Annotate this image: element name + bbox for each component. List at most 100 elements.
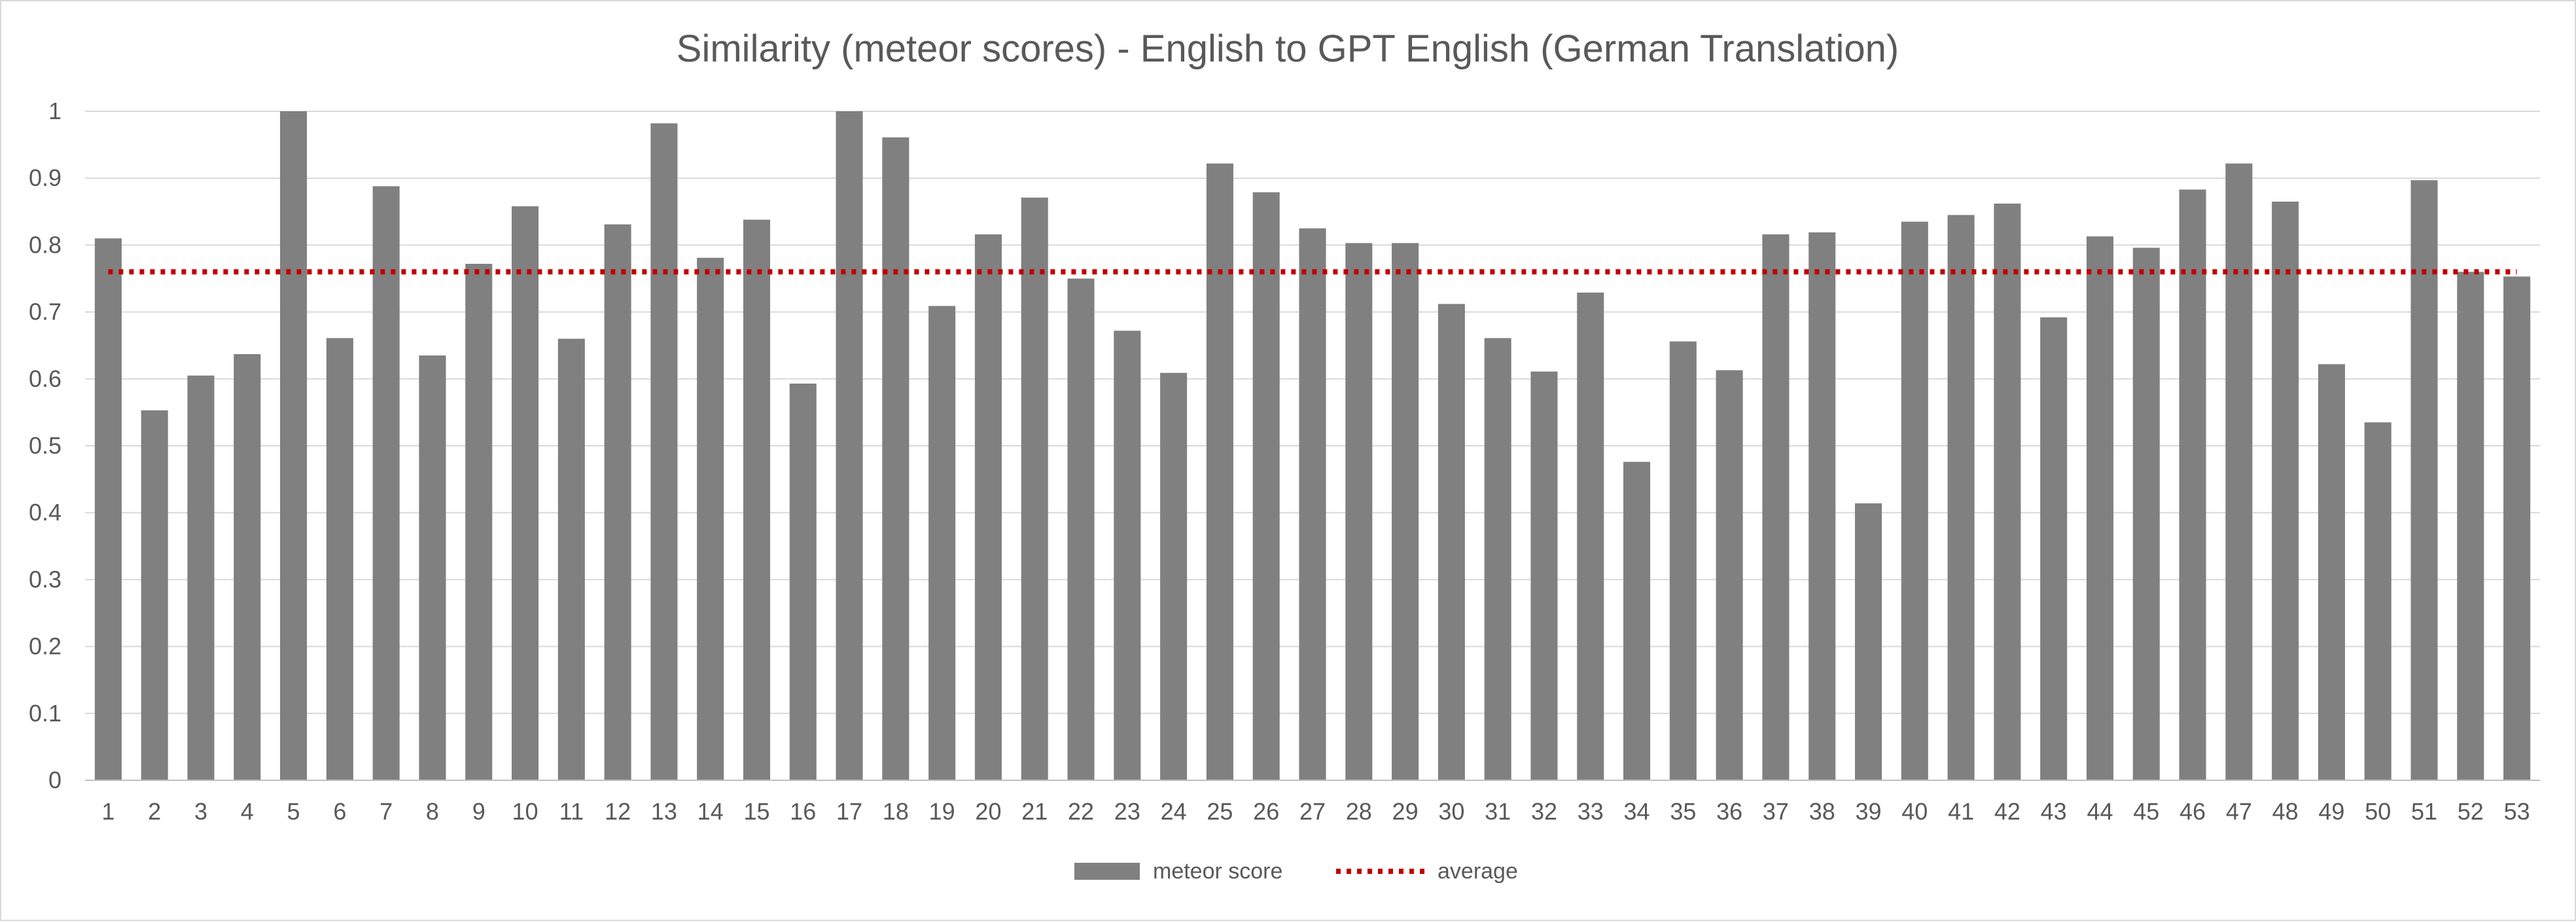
x-tick-label: 27 [1299, 798, 1326, 825]
x-tick-label: 42 [1994, 798, 2020, 825]
y-tick-label: 0.9 [29, 164, 62, 191]
bar-13 [650, 123, 678, 780]
bar-35 [1669, 341, 1697, 780]
x-tick-label: 7 [379, 798, 393, 825]
x-tick-label: 9 [472, 798, 485, 825]
x-tick-label: 19 [929, 798, 955, 825]
x-tick-label: 14 [697, 798, 724, 825]
x-tick-label: 51 [2411, 798, 2437, 825]
bar-43 [2040, 317, 2068, 780]
x-tick-label: 12 [605, 798, 631, 825]
bar-17 [836, 111, 863, 780]
x-tick-label: 4 [241, 798, 254, 825]
bar-1 [94, 238, 122, 780]
bar-53 [2503, 276, 2531, 781]
bar-40 [1901, 221, 1928, 780]
bar-24 [1160, 372, 1188, 780]
x-tick-label: 53 [2504, 798, 2530, 825]
x-tick-label: 11 [559, 798, 584, 825]
bar-21 [1021, 197, 1048, 780]
chart-title: Similarity (meteor scores) - English to … [677, 27, 1899, 70]
y-tick-label: 0.7 [29, 299, 62, 325]
bar-51 [2410, 180, 2438, 780]
x-tick-label: 15 [743, 798, 769, 825]
bar-20 [974, 234, 1002, 781]
bar-52 [2457, 272, 2484, 780]
bar-25 [1206, 163, 1233, 780]
y-tick-label: 0.3 [29, 566, 62, 592]
x-tick-label: 8 [426, 798, 439, 825]
bar-27 [1299, 228, 1326, 781]
x-tick-label: 40 [1901, 798, 1928, 825]
x-tick-label: 49 [2318, 798, 2344, 825]
bar-46 [2179, 189, 2206, 781]
bar-37 [1762, 234, 1790, 781]
x-tick-label: 20 [975, 798, 1001, 825]
bar-28 [1345, 243, 1373, 781]
y-tick-label: 0.6 [29, 365, 62, 392]
x-tick-label: 36 [1716, 798, 1742, 825]
bar-39 [1854, 503, 1882, 780]
x-tick-label: 23 [1114, 798, 1140, 825]
legend-label-meteor-score: meteor score [1153, 859, 1282, 884]
x-tick-label: 31 [1485, 798, 1511, 825]
legend: meteor score average [1074, 859, 1518, 884]
x-tick-label: 48 [2272, 798, 2299, 825]
bar-34 [1623, 462, 1651, 780]
x-tick-label: 6 [333, 798, 346, 825]
y-tick-label: 0 [48, 767, 62, 793]
x-tick-label: 29 [1392, 798, 1419, 825]
legend-label-average: average [1438, 859, 1518, 884]
bars [94, 111, 2531, 781]
bar-6 [326, 338, 353, 780]
bar-49 [2318, 364, 2345, 780]
y-axis-tick-labels: 0 0.1 0.2 0.3 0.4 0.5 0.6 0.7 0.8 0.9 1 [29, 98, 62, 793]
y-tick-label: 0.5 [29, 432, 62, 459]
bar-38 [1808, 232, 1836, 780]
bar-3 [187, 375, 215, 780]
x-tick-label: 25 [1207, 798, 1233, 825]
bar-2 [141, 410, 168, 780]
bar-44 [2086, 236, 2114, 780]
x-tick-label: 16 [790, 798, 816, 825]
bar-47 [2225, 163, 2253, 780]
x-tick-label: 32 [1531, 798, 1557, 825]
bar-31 [1484, 338, 1511, 780]
x-tick-label: 50 [2365, 798, 2391, 825]
bar-19 [928, 306, 956, 781]
x-tick-label: 26 [1253, 798, 1279, 825]
bar-26 [1252, 192, 1280, 780]
x-tick-label: 10 [512, 798, 538, 825]
x-axis-tick-labels: 1 2 3 4 5 6 7 8 9 10 11 12 13 14 15 16 17 18 19 20 21 22 23 24 2… [101, 798, 2530, 825]
bar-42 [1994, 204, 2021, 780]
x-tick-label: 39 [1855, 798, 1881, 825]
bar-50 [2364, 422, 2391, 780]
x-tick-label: 22 [1068, 798, 1094, 825]
x-tick-label: 34 [1624, 798, 1650, 825]
bar-14 [697, 257, 724, 780]
x-tick-label: 13 [651, 798, 677, 825]
x-tick-label: 17 [836, 798, 862, 825]
x-tick-label: 45 [2133, 798, 2159, 825]
x-tick-label: 35 [1670, 798, 1696, 825]
y-tick-label: 0.4 [29, 499, 62, 526]
bar-36 [1716, 370, 1743, 780]
bar-10 [511, 206, 539, 780]
y-tick-label: 0.8 [29, 231, 62, 258]
x-tick-label: 24 [1161, 798, 1187, 825]
y-tick-label: 0.2 [29, 633, 62, 660]
x-tick-label: 46 [2179, 798, 2206, 825]
x-tick-label: 41 [1948, 798, 1974, 825]
x-tick-label: 5 [287, 798, 300, 825]
x-tick-label: 38 [1809, 798, 1835, 825]
y-tick-label: 1 [48, 98, 62, 124]
x-tick-label: 18 [883, 798, 909, 825]
bar-23 [1114, 331, 1141, 780]
x-tick-label: 37 [1763, 798, 1789, 825]
x-tick-label: 28 [1346, 798, 1372, 825]
x-tick-label: 21 [1021, 798, 1048, 825]
x-tick-label: 44 [2087, 798, 2113, 825]
y-tick-label: 0.1 [29, 700, 62, 727]
